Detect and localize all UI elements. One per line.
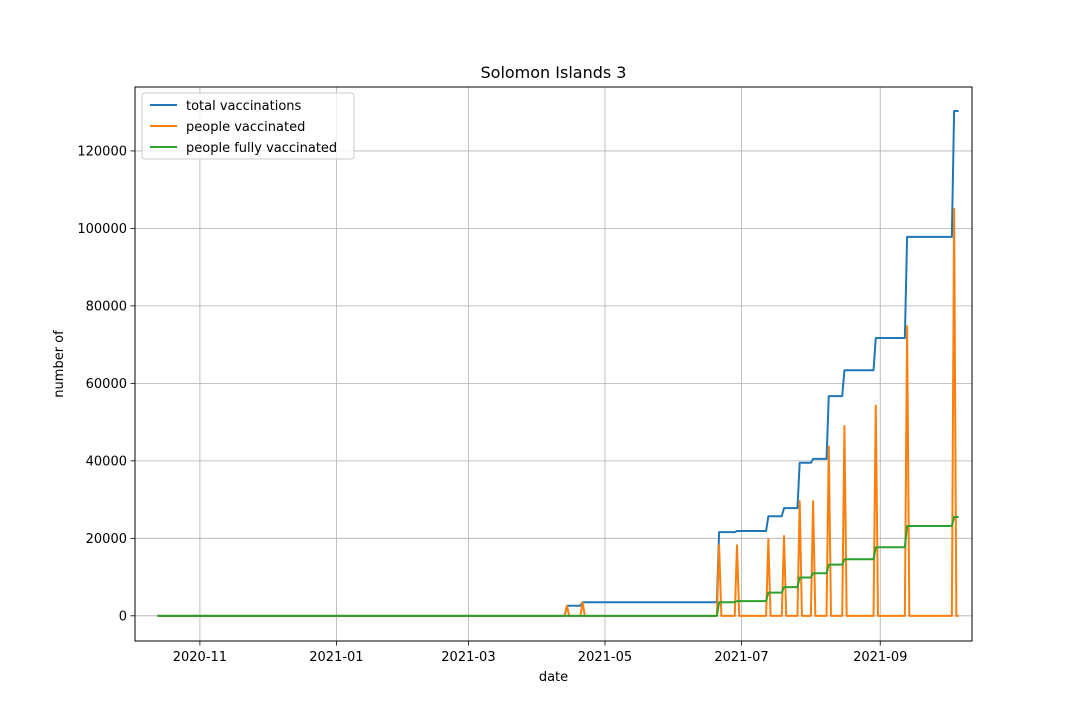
y-tick-label: 20000 [86,532,127,547]
legend-label: people fully vaccinated [186,141,337,156]
plot-frame [134,86,973,642]
series-line-3 [157,516,959,617]
y-tick-label: 120000 [77,144,127,159]
series-line-1 [157,110,959,617]
x-tick-label: 2021-01 [309,650,363,665]
series-layer [157,110,959,617]
legend-label: total vaccinations [186,99,302,114]
x-axis-label: date [539,670,568,685]
x-tick-label: 2021-05 [578,650,632,665]
chart-title: Solomon Islands 3 [481,63,627,82]
y-tick-label: 0 [119,609,127,624]
x-tick-label: 2021-03 [441,650,495,665]
x-axis-ticks: 2020-11 2021-01 2021-03 2021-05 2021-07 2021-… [173,641,907,665]
y-tick-label: 60000 [86,377,127,392]
y-tick-label: 40000 [86,454,127,469]
y-axis-ticks: 0 20000 40000 60000 80000 100000 120000 [77,144,135,624]
legend-box [141,92,355,160]
legend: total vaccinations people vaccinated peopl… [141,92,355,160]
x-tick-label: 2020-11 [173,650,227,665]
x-tick-label: 2021-09 [853,650,907,665]
y-axis-label: number of [52,330,67,398]
y-tick-label: 100000 [77,222,127,237]
y-tick-label: 80000 [86,299,127,314]
legend-label: people vaccinated [186,120,305,135]
x-tick-label: 2021-07 [714,650,768,665]
grid-lines [135,87,972,641]
